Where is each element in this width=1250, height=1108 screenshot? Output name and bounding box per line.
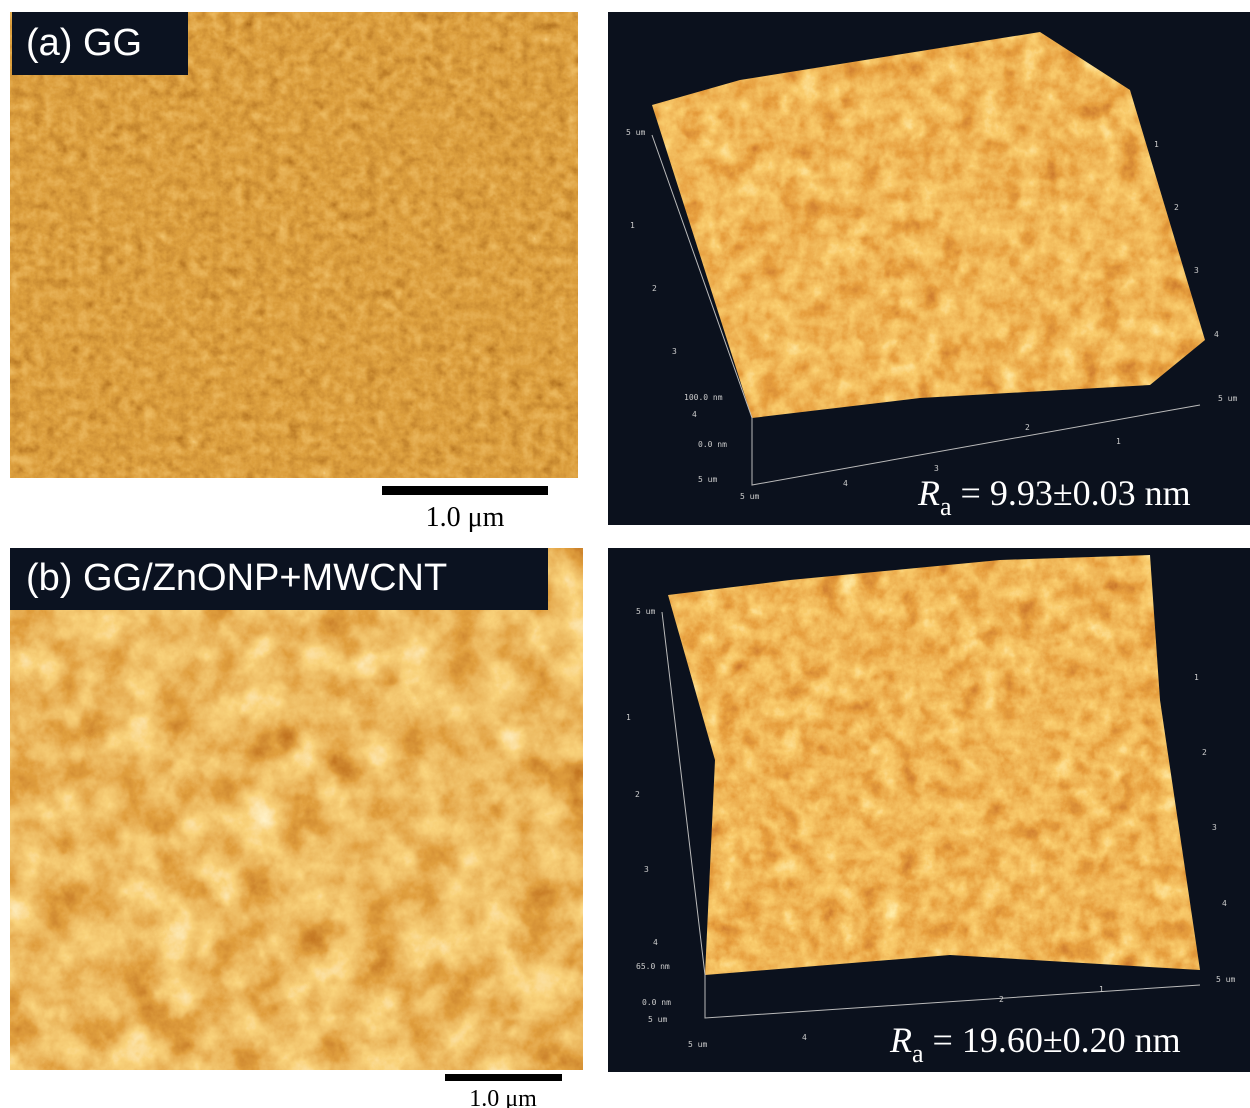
axis-tick-label: 4 bbox=[843, 479, 848, 488]
axis-tick-label: 1 bbox=[1154, 140, 1159, 149]
axis-tick-label: 2 bbox=[652, 284, 657, 293]
axis-tick-label: 4 bbox=[653, 938, 658, 947]
scale-bar-label: 1.0 μm bbox=[469, 1086, 537, 1108]
axis-tick-label: 4 bbox=[692, 410, 697, 419]
axis-tick-label: 4 bbox=[1222, 899, 1227, 908]
axis-tick-label: 0.0 nm bbox=[698, 440, 727, 449]
axis-tick-label: 1 bbox=[1099, 985, 1104, 994]
axis-tick-label: 3 bbox=[644, 865, 649, 874]
axis-tick-label: 5 um bbox=[688, 1040, 707, 1049]
ra-value: = 19.60±0.20 nm bbox=[924, 1020, 1181, 1060]
axis-tick-label: 2 bbox=[999, 995, 1004, 1004]
axis-tick-label: 2 bbox=[1174, 203, 1179, 212]
axes bbox=[651, 134, 1201, 486]
axes bbox=[661, 611, 1201, 1019]
axis-tick-label: 5 um bbox=[636, 607, 655, 616]
axis-tick-label: 2 bbox=[1202, 748, 1207, 757]
axis-tick-label: 100.0 nm bbox=[684, 393, 723, 402]
panel-label: (a) GG bbox=[26, 22, 142, 64]
ra-subscript: a bbox=[940, 492, 952, 521]
label-box bbox=[12, 12, 188, 75]
axis-tick-label: 5 um bbox=[626, 128, 645, 137]
label-box bbox=[10, 548, 548, 610]
axis-tick-label: 3 bbox=[1212, 823, 1217, 832]
axis-tick-label: 3 bbox=[672, 347, 677, 356]
axis-tick-label: 5 um bbox=[698, 475, 717, 484]
axis-tick-label: 1 bbox=[1194, 673, 1199, 682]
axis-tick-label: 5 um bbox=[740, 492, 759, 501]
axis-tick-label: 1 bbox=[626, 713, 631, 722]
scale-bar bbox=[382, 486, 548, 495]
axis-tick-label: 1 bbox=[630, 221, 635, 230]
scale-bar bbox=[445, 1074, 562, 1081]
ra-symbol: R bbox=[917, 473, 940, 513]
panel-label: (b) GG/ZnONP+MWCNT bbox=[26, 557, 447, 599]
axis-tick-label: 3 bbox=[934, 464, 939, 473]
axis-tick-label: 65.0 nm bbox=[636, 962, 670, 971]
axis-tick-label: 5 um bbox=[1216, 975, 1235, 984]
surface bbox=[652, 32, 1205, 418]
axis-tick-label: 2 bbox=[635, 790, 640, 799]
axis-tick-label: 5 um bbox=[648, 1015, 667, 1024]
axis-tick-label: 1 bbox=[1116, 437, 1121, 446]
axis-tick-label: 3 bbox=[1194, 266, 1199, 275]
scale-bar-label: 1.0 μm bbox=[426, 502, 505, 533]
roughness: Ra = 9.93±0.03 nm bbox=[917, 473, 1191, 521]
afm-image bbox=[10, 12, 578, 478]
axis-tick-label: 5 um bbox=[1218, 394, 1237, 403]
surface bbox=[668, 555, 1200, 975]
axis-tick-label: 2 bbox=[1025, 423, 1030, 432]
roughness: Ra = 19.60±0.20 nm bbox=[889, 1020, 1181, 1068]
axis-tick-label: 4 bbox=[802, 1033, 807, 1042]
axis-tick-label: 4 bbox=[1214, 330, 1219, 339]
ra-subscript: a bbox=[912, 1039, 924, 1068]
axis-tick-label: 0.0 nm bbox=[642, 998, 671, 1007]
ra-symbol: R bbox=[889, 1020, 912, 1060]
ra-value: = 9.93±0.03 nm bbox=[952, 473, 1191, 513]
afm-image bbox=[10, 548, 583, 1070]
